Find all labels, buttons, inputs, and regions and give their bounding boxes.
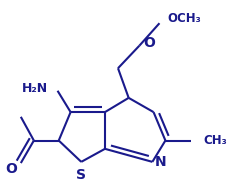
Text: H₂N: H₂N <box>22 82 48 95</box>
Text: N: N <box>155 155 166 169</box>
Text: O: O <box>143 36 155 50</box>
Text: S: S <box>76 168 86 182</box>
Text: OCH₃: OCH₃ <box>168 12 202 25</box>
Text: O: O <box>5 162 17 176</box>
Text: CH₃: CH₃ <box>203 134 227 147</box>
